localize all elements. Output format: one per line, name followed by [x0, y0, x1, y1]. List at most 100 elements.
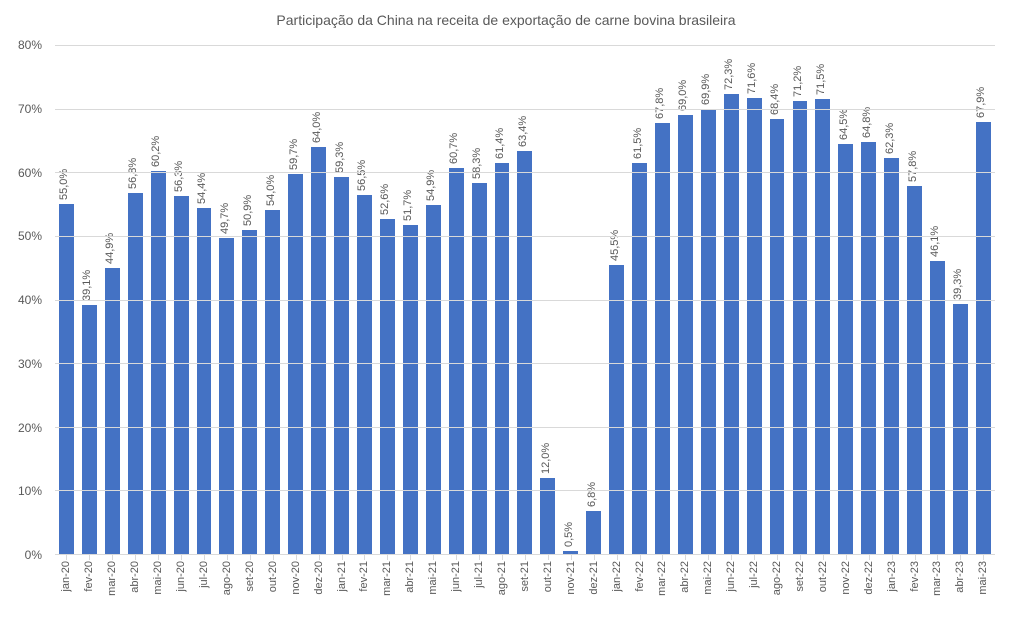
x-tick — [594, 555, 595, 560]
x-tick-label: abr-23 — [954, 561, 966, 593]
y-tick-label: 0% — [25, 548, 42, 562]
x-label-slot: jul-22 — [743, 555, 766, 625]
x-tick — [479, 555, 480, 560]
bar: 12,0% — [540, 478, 555, 554]
bar-data-label: 46,1% — [929, 226, 941, 257]
bar-data-label: 12,0% — [540, 442, 552, 473]
x-tick-label: mar-23 — [931, 561, 943, 596]
x-label-slot: abr-21 — [399, 555, 422, 625]
x-tick — [181, 555, 182, 560]
bar: 67,8% — [655, 123, 670, 554]
bar: 39,3% — [953, 304, 968, 554]
x-tick — [342, 555, 343, 560]
bar: 56,8% — [128, 193, 143, 554]
bar: 64,0% — [311, 147, 326, 554]
bar-data-label: 54,4% — [196, 173, 208, 204]
x-tick — [731, 555, 732, 560]
bar-data-label: 6,8% — [586, 482, 598, 507]
bar: 39,1% — [82, 305, 97, 554]
x-tick-label: jan-22 — [611, 561, 623, 592]
bar: 63,4% — [517, 151, 532, 554]
x-label-slot: ago-22 — [766, 555, 789, 625]
x-label-slot: nov-20 — [284, 555, 307, 625]
x-label-slot: jul-20 — [193, 555, 216, 625]
x-tick — [433, 555, 434, 560]
x-label-slot: mai-23 — [972, 555, 995, 625]
bar: 61,4% — [495, 163, 510, 554]
x-tick — [754, 555, 755, 560]
bar-data-label: 60,7% — [448, 133, 460, 164]
x-tick-label: jul-21 — [473, 561, 485, 588]
bar-data-label: 68,4% — [769, 84, 781, 115]
bar-data-label: 45,5% — [609, 229, 621, 260]
x-tick-label: fev-22 — [634, 561, 646, 592]
x-tick-label: ago-21 — [496, 561, 508, 595]
x-tick — [158, 555, 159, 560]
x-tick-label: ago-20 — [221, 561, 233, 595]
gridline — [55, 109, 995, 110]
bar-data-label: 54,9% — [425, 170, 437, 201]
bar: 64,5% — [838, 144, 853, 554]
bar-data-label: 58,3% — [471, 148, 483, 179]
bar: 59,3% — [334, 177, 349, 554]
bar: 45,5% — [609, 265, 624, 554]
bar: 71,5% — [815, 99, 830, 554]
bar-data-label: 50,9% — [242, 195, 254, 226]
bar: 56,3% — [174, 196, 189, 554]
x-label-slot: dez-21 — [582, 555, 605, 625]
bar: 55,0% — [59, 204, 74, 554]
x-tick-label: dez-21 — [588, 561, 600, 595]
bar: 71,2% — [793, 101, 808, 554]
x-tick-label: fev-23 — [909, 561, 921, 592]
x-tick-label: jan-21 — [336, 561, 348, 592]
x-tick-label: out-22 — [817, 561, 829, 592]
x-tick — [846, 555, 847, 560]
x-tick — [135, 555, 136, 560]
bar-data-label: 64,5% — [838, 108, 850, 139]
bar-data-label: 71,5% — [815, 64, 827, 95]
y-tick-label: 40% — [18, 293, 42, 307]
bar: 67,9% — [976, 122, 991, 554]
gridline — [55, 172, 995, 173]
bar-data-label: 56,3% — [173, 161, 185, 192]
x-tick-label: mai-20 — [152, 561, 164, 595]
bar: 64,8% — [861, 142, 876, 554]
x-tick-label: dez-20 — [313, 561, 325, 595]
x-tick-label: jun-20 — [175, 561, 187, 592]
bar: 52,6% — [380, 219, 395, 554]
x-tick — [548, 555, 549, 560]
x-label-slot: mai-22 — [697, 555, 720, 625]
x-tick-label: abr-22 — [679, 561, 691, 593]
bar: 54,9% — [426, 205, 441, 554]
x-tick — [410, 555, 411, 560]
x-tick-label: set-22 — [794, 561, 806, 592]
x-tick — [662, 555, 663, 560]
plot-area: 55,0%39,1%44,9%56,8%60,2%56,3%54,4%49,7%… — [55, 45, 995, 555]
x-label-slot: set-21 — [513, 555, 536, 625]
x-label-slot: out-20 — [261, 555, 284, 625]
x-tick — [319, 555, 320, 560]
x-label-slot: mar-21 — [376, 555, 399, 625]
x-tick-label: abr-20 — [129, 561, 141, 593]
x-tick-label: abr-21 — [404, 561, 416, 593]
x-label-slot: nov-22 — [834, 555, 857, 625]
y-tick-label: 60% — [18, 166, 42, 180]
x-label-slot: jun-21 — [445, 555, 468, 625]
bar-data-label: 71,6% — [746, 63, 758, 94]
gridline — [55, 236, 995, 237]
bar: 44,9% — [105, 268, 120, 554]
x-label-slot: fev-23 — [903, 555, 926, 625]
bar-data-label: 64,8% — [861, 107, 873, 138]
bar-data-label: 61,5% — [632, 128, 644, 159]
x-tick — [685, 555, 686, 560]
bar-data-label: 59,7% — [288, 139, 300, 170]
x-tick-label: jun-22 — [725, 561, 737, 592]
x-label-slot: abr-23 — [949, 555, 972, 625]
bar-data-label: 60,2% — [150, 136, 162, 167]
bar: 62,3% — [884, 158, 899, 554]
bar: 71,6% — [747, 98, 762, 554]
x-label-slot: mar-23 — [926, 555, 949, 625]
bar-data-label: 54,0% — [265, 175, 277, 206]
x-tick-label: mar-20 — [106, 561, 118, 596]
x-label-slot: mar-20 — [101, 555, 124, 625]
